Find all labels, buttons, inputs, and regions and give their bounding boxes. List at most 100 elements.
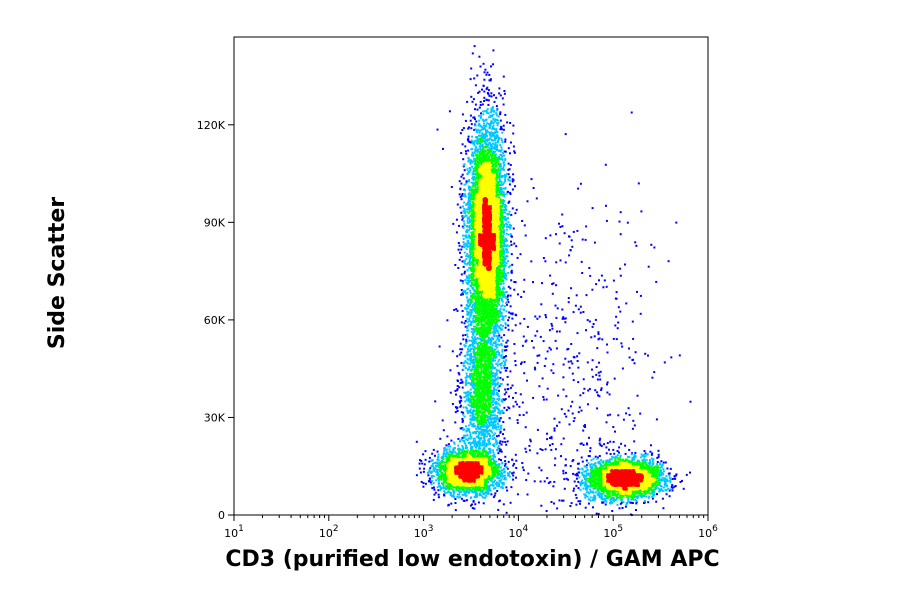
event-point (482, 372, 485, 375)
event-point (470, 391, 472, 394)
event-point (499, 94, 502, 97)
event-point (604, 503, 607, 506)
event-point (480, 363, 483, 366)
event-point (582, 392, 585, 395)
event-point (470, 357, 473, 360)
event-point (653, 246, 656, 249)
event-point (483, 349, 486, 352)
event-point (502, 175, 505, 178)
event-point (625, 503, 628, 506)
event-point (500, 181, 503, 184)
event-point (507, 294, 510, 297)
event-point (489, 362, 492, 365)
event-point (505, 219, 508, 222)
event-point (502, 421, 505, 423)
event-point (460, 289, 463, 291)
event-point (478, 431, 481, 434)
event-point (510, 240, 512, 243)
event-point (503, 474, 506, 477)
event-point (496, 392, 499, 395)
event-point (460, 152, 463, 155)
event-point (481, 419, 484, 422)
event-point (464, 360, 467, 363)
event-point (498, 470, 501, 473)
event-point (499, 440, 502, 443)
event-point (554, 448, 557, 451)
event-point (490, 92, 493, 95)
event-point (503, 478, 506, 481)
event-point (598, 494, 601, 497)
event-point (471, 414, 474, 417)
event-point (586, 473, 589, 476)
event-point (587, 462, 590, 465)
event-point (456, 495, 459, 498)
event-point (579, 305, 582, 308)
event-point (472, 401, 474, 404)
event-point (476, 332, 479, 335)
event-point (655, 280, 658, 283)
event-point (502, 247, 505, 250)
event-point (545, 510, 548, 512)
event-point (477, 324, 479, 327)
event-point (429, 477, 431, 480)
event-point (578, 406, 581, 409)
event-point (610, 458, 613, 461)
event-point (486, 374, 488, 377)
event-point (665, 493, 668, 496)
event-point (498, 340, 501, 343)
event-point (585, 469, 588, 472)
event-point (635, 500, 638, 503)
event-point (434, 491, 437, 494)
event-point (591, 480, 594, 483)
event-point (436, 461, 439, 464)
event-point (499, 363, 501, 366)
event-point (500, 344, 503, 347)
event-point (494, 162, 497, 164)
event-point (472, 182, 475, 185)
event-point (509, 225, 512, 228)
event-point (484, 375, 486, 377)
event-point (437, 496, 440, 499)
event-point (468, 227, 471, 230)
event-point (513, 352, 516, 355)
event-point (675, 221, 678, 224)
event-point (507, 388, 510, 390)
event-point (616, 327, 619, 330)
event-point (469, 114, 472, 117)
event-point (424, 458, 427, 461)
event-point (496, 325, 499, 328)
event-point (612, 456, 615, 459)
event-point (509, 164, 512, 166)
event-point (468, 200, 471, 203)
event-point (466, 255, 469, 258)
event-point (485, 425, 488, 428)
event-point (572, 230, 575, 233)
event-point (481, 411, 484, 414)
event-point (485, 419, 488, 422)
event-point (496, 144, 499, 147)
event-point (574, 493, 577, 496)
event-point (588, 267, 591, 269)
event-point (461, 381, 464, 384)
event-point (492, 426, 494, 429)
event-point (510, 224, 512, 227)
event-point (481, 350, 484, 353)
event-point (501, 348, 504, 351)
event-point (435, 470, 438, 473)
event-point (514, 212, 517, 215)
event-point (480, 444, 483, 447)
event-point (612, 499, 615, 502)
event-point (490, 340, 493, 343)
event-point (420, 480, 423, 483)
event-point (578, 476, 581, 479)
event-point (525, 411, 528, 414)
event-point (468, 399, 471, 402)
event-point (534, 334, 537, 337)
event-point (500, 157, 503, 160)
event-point (549, 234, 552, 237)
event-point (472, 439, 475, 442)
event-point (432, 498, 435, 501)
event-point (464, 381, 467, 384)
event-point (480, 412, 483, 414)
event-point (510, 243, 513, 246)
